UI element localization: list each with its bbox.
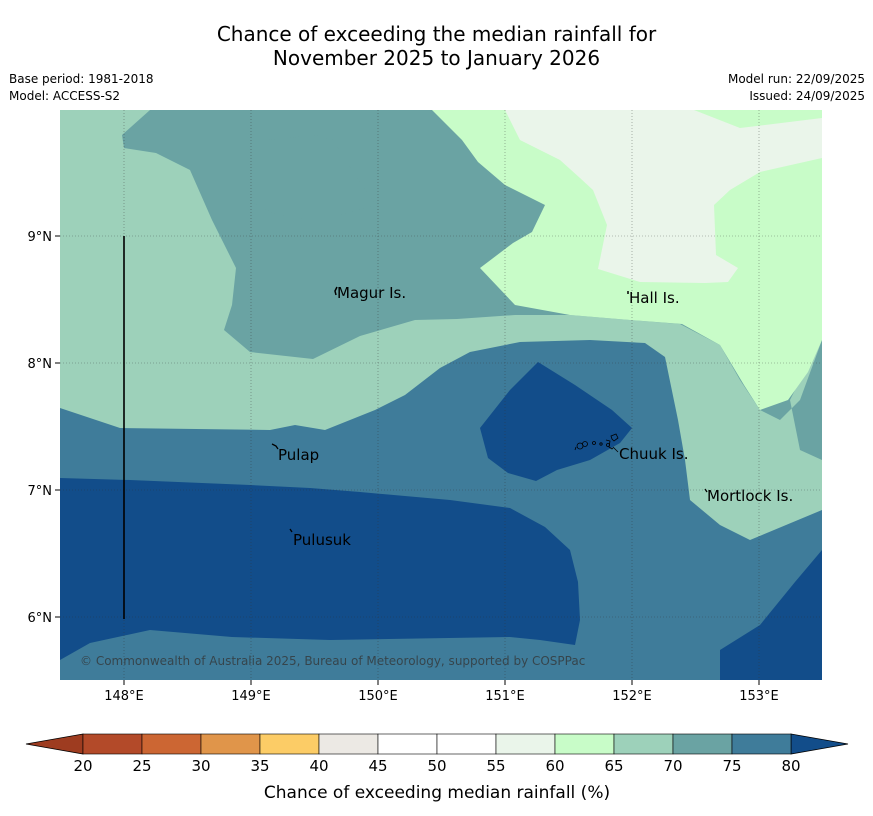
colorbar-segment-10 (672, 733, 733, 755)
colorbar-segment-7 (495, 733, 556, 755)
colorbar-segment-8 (554, 733, 615, 755)
title-line-1: Chance of exceeding the median rainfall … (216, 22, 657, 46)
colorbar-tick-35: 35 (250, 757, 269, 775)
island-pulusuk-icon (289, 528, 293, 533)
colorbar-segment-0 (82, 733, 143, 755)
label-mortlock: Mortlock Is. (707, 487, 793, 505)
colorbar-tick-60: 60 (545, 757, 564, 775)
chart-title: Chance of exceeding the median rainfall … (0, 22, 873, 70)
meta-right: Model run: 22/09/2025 Issued: 24/09/2025 (728, 71, 865, 105)
lat-tick-9n: 9°N (28, 230, 53, 245)
lat-tick-7n: 7°N (28, 484, 53, 499)
latitude-axis: 9°N 8°N 7°N 6°N (28, 230, 60, 626)
colorbar-segment-9 (613, 733, 674, 755)
lat-tick-6n: 6°N (28, 611, 53, 626)
colorbar-label: Chance of exceeding median rainfall (%) (264, 783, 610, 803)
colorbar-segment-11 (731, 733, 792, 755)
colorbar-tick-45: 45 (368, 757, 387, 775)
lon-tick-153e: 153°E (739, 689, 779, 704)
colorbar-extend-low (25, 733, 84, 755)
colorbar-tick-80: 80 (781, 757, 800, 775)
colorbar-tick-25: 25 (132, 757, 151, 775)
lon-tick-149e: 149°E (231, 689, 271, 704)
region-80-central (480, 362, 632, 481)
label-hall: Hall Is. (629, 289, 680, 307)
colorbar: 20 25 30 35 40 45 50 55 60 65 70 75 80 (25, 733, 849, 775)
colorbar-segment-5 (377, 733, 438, 755)
island-pulap-icon (271, 443, 279, 450)
colorbar-segment-6 (436, 733, 497, 755)
colorbar-tick-30: 30 (191, 757, 210, 775)
colorbar-tick-70: 70 (663, 757, 682, 775)
colorbar-extend-high (790, 733, 849, 755)
issued-date: Issued: 24/09/2025 (749, 89, 865, 103)
colorbar-segment-4 (318, 733, 379, 755)
colorbar-tick-50: 50 (427, 757, 446, 775)
base-period: Base period: 1981-2018 (9, 72, 154, 86)
colorbar-tick-55: 55 (486, 757, 505, 775)
lon-tick-150e: 150°E (358, 689, 398, 704)
region-70-75-island (250, 135, 376, 220)
model-run: Model run: 22/09/2025 (727, 72, 865, 86)
colorbar-segment-2 (200, 733, 261, 755)
colorbar-tick-20: 20 (73, 757, 92, 775)
label-pulusuk: Pulusuk (293, 531, 351, 549)
colorbar-tick-65: 65 (604, 757, 623, 775)
colorbar-tick-40: 40 (309, 757, 328, 775)
copyright-notice: © Commonwealth of Australia 2025, Bureau… (80, 654, 585, 668)
region-80-south (60, 478, 580, 660)
lon-tick-151e: 151°E (485, 689, 525, 704)
meta-left: Base period: 1981-2018 Model: ACCESS-S2 (9, 71, 154, 105)
lon-tick-148e: 148°E (104, 689, 144, 704)
colorbar-tick-75: 75 (722, 757, 741, 775)
label-magur: Magur Is. (337, 284, 406, 302)
lat-tick-8n: 8°N (28, 357, 53, 372)
contour-map[interactable]: Magur Is. Hall Is. Pulap Chuuk Is. Mortl… (60, 110, 822, 680)
colorbar-segment-1 (141, 733, 202, 755)
longitude-axis: 148°E 149°E 150°E 151°E 152°E 153°E (104, 680, 779, 704)
title-line-2: November 2025 to January 2026 (272, 46, 601, 70)
colorbar-segment-3 (259, 733, 320, 755)
label-chuuk: Chuuk Is. (619, 445, 688, 463)
island-magur-icon (334, 286, 338, 296)
region-80-southeast (720, 550, 822, 680)
label-pulap: Pulap (278, 446, 319, 464)
chuuk-islands-icon (574, 433, 619, 453)
model-name: Model: ACCESS-S2 (9, 89, 121, 103)
region-55-60 (505, 110, 822, 283)
island-mortlock-icon (704, 488, 708, 493)
lon-tick-152e: 152°E (612, 689, 652, 704)
